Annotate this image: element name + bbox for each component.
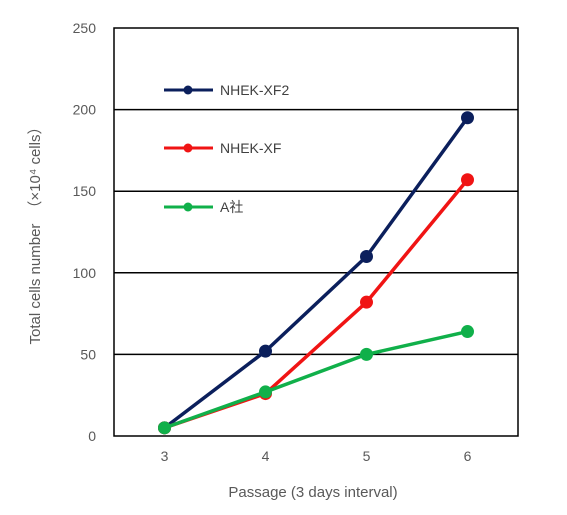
legend-label: A社 [220,199,243,215]
legend-entry: A社 [164,199,243,215]
legend-swatch-marker [183,85,193,95]
x-axis-title: Passage (3 days interval) [228,484,397,501]
legend: NHEK-XF2 NHEK-XF A社 [164,82,289,215]
x-tick-labels: 3 4 5 6 [161,448,472,464]
series-line [163,329,468,430]
legend-swatch-marker [183,143,193,153]
legend-entry: NHEK-XF2 [164,82,289,98]
data-point [461,173,474,187]
y-axis-label: Total cells number [27,224,44,345]
y-tick-label: 200 [73,102,97,118]
y-tick-label: 50 [80,346,96,362]
series-line [163,116,469,430]
y-tick-label: 0 [88,428,96,444]
x-tick-label: 6 [464,448,472,464]
y-axis-unit: （×10⁴ cells） [27,120,44,216]
legend-label: NHEK-XF2 [220,82,289,98]
x-tick-label: 4 [262,448,270,464]
y-axis-title: Total cells number （×10⁴ cells） [27,120,44,345]
legend-swatch-marker [183,202,193,212]
legend-entry: NHEK-XF [164,140,281,156]
y-tick-label: 250 [73,20,97,36]
series-layer [158,111,474,435]
plot-frame [113,27,519,437]
gridlines [114,108,518,356]
y-tick-labels: 0 50 100 150 200 250 [73,20,97,444]
x-tick-label: 5 [363,448,371,464]
data-point [259,385,272,399]
x-tick-label: 3 [161,448,169,464]
data-point [360,295,373,309]
series-A社 [158,325,474,435]
data-point [360,347,373,361]
data-point [259,344,272,358]
data-point [158,421,171,435]
data-point [461,325,474,339]
data-point [360,249,373,263]
y-tick-label: 150 [73,183,97,199]
data-point [461,111,474,125]
legend-label: NHEK-XF [220,140,281,156]
y-tick-label: 100 [73,265,97,281]
